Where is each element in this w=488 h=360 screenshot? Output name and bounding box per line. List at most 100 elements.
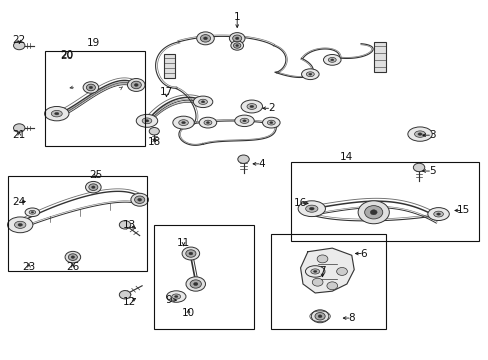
Ellipse shape: [301, 69, 319, 80]
Circle shape: [131, 81, 141, 89]
Text: 20: 20: [60, 50, 73, 60]
Ellipse shape: [308, 73, 311, 75]
Circle shape: [326, 282, 337, 290]
Circle shape: [412, 163, 424, 172]
Ellipse shape: [145, 120, 148, 122]
Ellipse shape: [171, 294, 180, 299]
Text: 11: 11: [177, 238, 190, 248]
Text: 24: 24: [13, 197, 26, 207]
Text: 18: 18: [147, 138, 161, 147]
Circle shape: [317, 255, 327, 263]
Circle shape: [203, 37, 207, 40]
Circle shape: [364, 206, 382, 219]
Circle shape: [89, 86, 92, 89]
Text: 19: 19: [86, 38, 100, 48]
Circle shape: [357, 201, 388, 224]
Ellipse shape: [407, 127, 431, 141]
Ellipse shape: [178, 120, 188, 126]
Text: 22: 22: [13, 35, 26, 45]
Ellipse shape: [7, 217, 33, 233]
Text: 21: 21: [13, 130, 26, 140]
Ellipse shape: [330, 59, 333, 61]
Ellipse shape: [417, 133, 421, 135]
Ellipse shape: [15, 221, 26, 228]
Circle shape: [185, 277, 205, 291]
Ellipse shape: [249, 105, 253, 108]
Ellipse shape: [29, 210, 36, 214]
Ellipse shape: [436, 213, 440, 215]
Text: 9: 9: [165, 295, 172, 305]
Ellipse shape: [198, 99, 207, 104]
Circle shape: [336, 267, 346, 275]
Ellipse shape: [313, 270, 316, 273]
Polygon shape: [300, 248, 353, 293]
Circle shape: [119, 291, 130, 299]
Ellipse shape: [206, 122, 209, 123]
Circle shape: [131, 193, 148, 206]
Circle shape: [237, 155, 249, 163]
Bar: [8, 176, 147, 271]
Text: 17: 17: [160, 87, 173, 97]
Ellipse shape: [262, 117, 280, 128]
Text: 2: 2: [267, 103, 274, 113]
Ellipse shape: [193, 96, 212, 108]
Circle shape: [370, 211, 375, 214]
Circle shape: [232, 35, 241, 42]
Circle shape: [134, 196, 144, 203]
Ellipse shape: [234, 115, 254, 127]
Ellipse shape: [267, 120, 275, 125]
Ellipse shape: [51, 111, 62, 117]
Text: 23: 23: [22, 262, 36, 272]
Ellipse shape: [243, 120, 245, 122]
Ellipse shape: [309, 207, 313, 210]
Ellipse shape: [18, 224, 22, 226]
Ellipse shape: [240, 118, 248, 123]
Circle shape: [311, 310, 328, 323]
Circle shape: [200, 35, 210, 42]
Ellipse shape: [269, 122, 272, 123]
Ellipse shape: [327, 58, 336, 62]
Text: 4: 4: [258, 159, 264, 169]
Text: 8: 8: [348, 313, 354, 323]
Ellipse shape: [166, 291, 185, 302]
Ellipse shape: [306, 72, 314, 77]
Circle shape: [83, 82, 99, 93]
Ellipse shape: [142, 118, 151, 124]
Circle shape: [193, 282, 198, 285]
Bar: [373, 42, 385, 72]
Text: 3: 3: [428, 130, 435, 140]
Bar: [271, 234, 385, 329]
Circle shape: [138, 198, 142, 201]
Circle shape: [314, 312, 325, 320]
Text: 10: 10: [182, 308, 195, 318]
Bar: [154, 225, 254, 329]
Circle shape: [230, 41, 243, 50]
Ellipse shape: [55, 112, 59, 115]
Circle shape: [185, 250, 196, 257]
Circle shape: [312, 278, 323, 286]
Ellipse shape: [310, 269, 319, 274]
Circle shape: [71, 256, 75, 258]
Circle shape: [318, 315, 322, 318]
Circle shape: [134, 84, 138, 86]
Ellipse shape: [241, 100, 262, 113]
Ellipse shape: [305, 266, 325, 277]
Ellipse shape: [172, 116, 194, 129]
Circle shape: [68, 254, 77, 260]
Ellipse shape: [414, 131, 425, 137]
Text: 25: 25: [89, 170, 102, 180]
Text: 14: 14: [340, 152, 353, 162]
Ellipse shape: [427, 208, 448, 221]
Circle shape: [14, 41, 25, 50]
Text: 20: 20: [60, 51, 73, 61]
Bar: [290, 162, 478, 241]
Circle shape: [229, 33, 244, 44]
Text: 15: 15: [455, 206, 468, 216]
Text: 5: 5: [428, 166, 435, 176]
Bar: [44, 51, 144, 146]
Circle shape: [14, 124, 25, 132]
Ellipse shape: [44, 107, 69, 121]
Circle shape: [233, 43, 241, 48]
Circle shape: [86, 84, 95, 91]
Circle shape: [182, 247, 199, 260]
